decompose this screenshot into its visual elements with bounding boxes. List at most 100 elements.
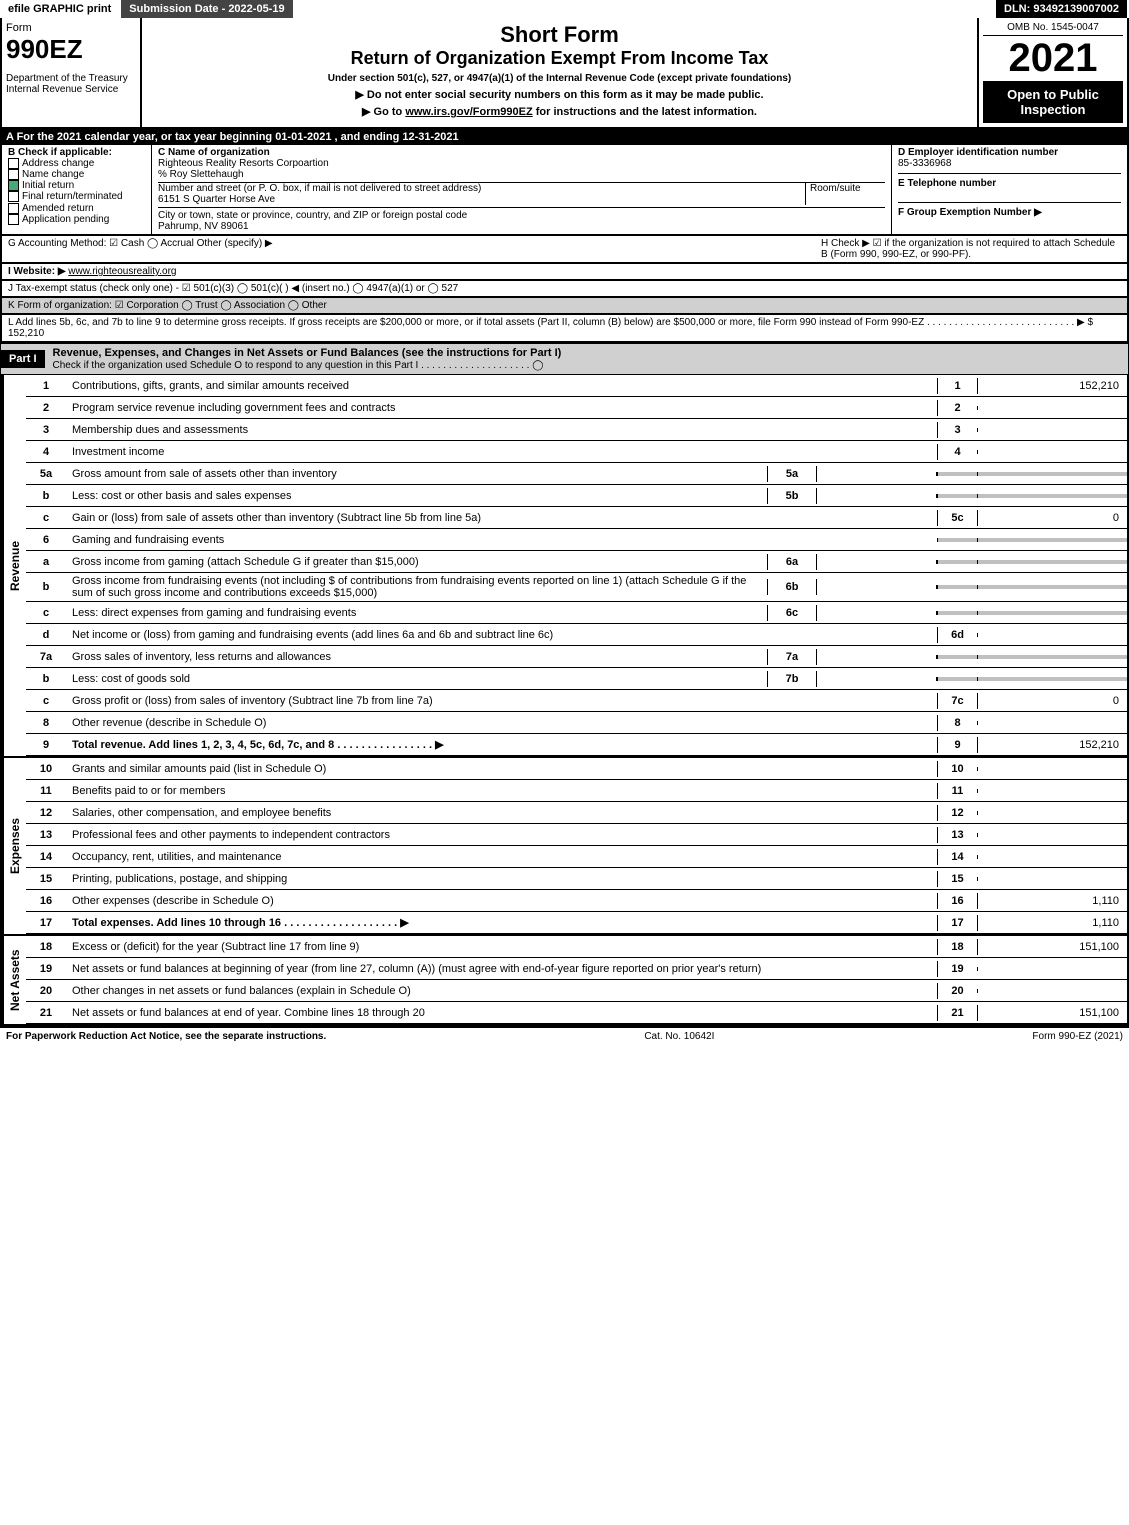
line-desc: Printing, publications, postage, and shi… [66, 871, 937, 887]
line-ref-shaded [937, 494, 977, 498]
line-5a: 5aGross amount from sale of assets other… [26, 463, 1127, 485]
line-desc: Total revenue. Add lines 1, 2, 3, 4, 5c,… [66, 736, 937, 753]
line-num: 13 [26, 827, 66, 843]
chk-address[interactable]: Address change [8, 158, 145, 169]
line-i: I Website: ▶ www.righteousreality.org [0, 264, 1129, 281]
box-e-label: E Telephone number [898, 178, 1121, 189]
line-ref-empty [937, 538, 977, 542]
line-1: 1Contributions, gifts, grants, and simil… [26, 375, 1127, 397]
part1-title: Revenue, Expenses, and Changes in Net As… [53, 347, 562, 359]
line-desc: Gross income from fundraising events (no… [66, 573, 767, 601]
subline-ref: 7b [767, 671, 817, 687]
line-15: 15Printing, publications, postage, and s… [26, 868, 1127, 890]
line-ref: 20 [937, 983, 977, 999]
line-c: cGross profit or (loss) from sales of in… [26, 690, 1127, 712]
chk-pending[interactable]: Application pending [8, 214, 145, 225]
line-val: 151,100 [977, 1005, 1127, 1021]
line-b: bLess: cost of goods sold7b [26, 668, 1127, 690]
line-desc: Investment income [66, 444, 937, 460]
line-ref: 16 [937, 893, 977, 909]
line-ref-shaded [937, 560, 977, 564]
line-ref: 18 [937, 939, 977, 955]
efile-label[interactable]: efile GRAPHIC print [0, 0, 121, 18]
line-ref: 4 [937, 444, 977, 460]
line-desc: Gross profit or (loss) from sales of inv… [66, 693, 937, 709]
city-state-zip: Pahrump, NV 89061 [158, 221, 885, 232]
line-val-shaded [977, 655, 1127, 659]
line-val [977, 406, 1127, 410]
part1-label: Part I [1, 350, 45, 368]
line-num: 4 [26, 444, 66, 460]
subline-ref: 7a [767, 649, 817, 665]
ein-value: 85-3336968 [898, 158, 1121, 174]
page-footer: For Paperwork Reduction Act Notice, see … [0, 1026, 1129, 1045]
line-num: 10 [26, 761, 66, 777]
line-num: b [26, 488, 66, 504]
line-ref: 3 [937, 422, 977, 438]
line-num: 17 [26, 915, 66, 931]
line-ref: 9 [937, 737, 977, 753]
box-b-title: B Check if applicable: [8, 147, 145, 158]
line-num: 20 [26, 983, 66, 999]
line-c: cLess: direct expenses from gaming and f… [26, 602, 1127, 624]
street-address: 6151 S Quarter Horse Ave [158, 194, 805, 205]
line-num: 6 [26, 532, 66, 548]
footer-formref: Form 990-EZ (2021) [1032, 1031, 1123, 1042]
line-val: 152,210 [977, 378, 1127, 394]
line-val-shaded [977, 611, 1127, 615]
irs-link[interactable]: www.irs.gov/Form990EZ [405, 106, 532, 118]
netassets-section: Net Assets 18Excess or (deficit) for the… [0, 934, 1129, 1026]
line-desc: Occupancy, rent, utilities, and maintena… [66, 849, 937, 865]
line-desc: Total expenses. Add lines 10 through 16 … [66, 914, 937, 931]
line-14: 14Occupancy, rent, utilities, and mainte… [26, 846, 1127, 868]
line-ref: 2 [937, 400, 977, 416]
city-label: City or town, state or province, country… [158, 210, 885, 221]
instr-ssn: ▶ Do not enter social security numbers o… [146, 88, 973, 101]
omb-number: OMB No. 1545-0047 [983, 22, 1123, 36]
org-name: Righteous Reality Resorts Corpoartion [158, 158, 885, 169]
website-link[interactable]: www.righteousreality.org [68, 266, 176, 277]
chk-amended[interactable]: Amended return [8, 203, 145, 214]
room-label: Room/suite [805, 183, 885, 205]
line-num: d [26, 627, 66, 643]
line-desc: Net income or (loss) from gaming and fun… [66, 627, 937, 643]
line-12: 12Salaries, other compensation, and empl… [26, 802, 1127, 824]
box-b: B Check if applicable: Address change Na… [2, 145, 152, 234]
line-16: 16Other expenses (describe in Schedule O… [26, 890, 1127, 912]
line-desc: Benefits paid to or for members [66, 783, 937, 799]
line-num: 1 [26, 378, 66, 394]
line-desc: Salaries, other compensation, and employ… [66, 805, 937, 821]
form-word: Form [6, 22, 136, 34]
subline-val [817, 611, 937, 615]
line-desc: Program service revenue including govern… [66, 400, 937, 416]
phone-value [898, 189, 1121, 203]
box-f-label: F Group Exemption Number ▶ [898, 207, 1121, 218]
line-num: 12 [26, 805, 66, 821]
line-g-h: G Accounting Method: ☑ Cash ◯ Accrual Ot… [0, 236, 1129, 264]
chk-name[interactable]: Name change [8, 169, 145, 180]
line-val [977, 833, 1127, 837]
chk-final[interactable]: Final return/terminated [8, 191, 145, 202]
subline-ref: 6b [767, 579, 817, 595]
line-4: 4Investment income4 [26, 441, 1127, 463]
subline-val [817, 655, 937, 659]
line-21: 21Net assets or fund balances at end of … [26, 1002, 1127, 1024]
line-desc: Gaming and fundraising events [66, 532, 937, 548]
line-desc: Excess or (deficit) for the year (Subtra… [66, 939, 937, 955]
line-num: 8 [26, 715, 66, 731]
line-ref-shaded [937, 472, 977, 476]
line-desc: Gross income from gaming (attach Schedul… [66, 554, 767, 570]
box-def: D Employer identification number 85-3336… [892, 145, 1127, 234]
line-10: 10Grants and similar amounts paid (list … [26, 758, 1127, 780]
line-8: 8Other revenue (describe in Schedule O)8 [26, 712, 1127, 734]
line-num: c [26, 510, 66, 526]
section-a-period: A For the 2021 calendar year, or tax yea… [0, 129, 1129, 145]
part1-header: Part I Revenue, Expenses, and Changes in… [0, 343, 1129, 375]
netassets-vlabel: Net Assets [2, 936, 26, 1024]
subline-ref: 5b [767, 488, 817, 504]
header-grid: B Check if applicable: Address change Na… [0, 145, 1129, 236]
chk-initial[interactable]: Initial return [8, 180, 145, 191]
line-num: 15 [26, 871, 66, 887]
line-g: G Accounting Method: ☑ Cash ◯ Accrual Ot… [8, 238, 821, 260]
line-19: 19Net assets or fund balances at beginni… [26, 958, 1127, 980]
